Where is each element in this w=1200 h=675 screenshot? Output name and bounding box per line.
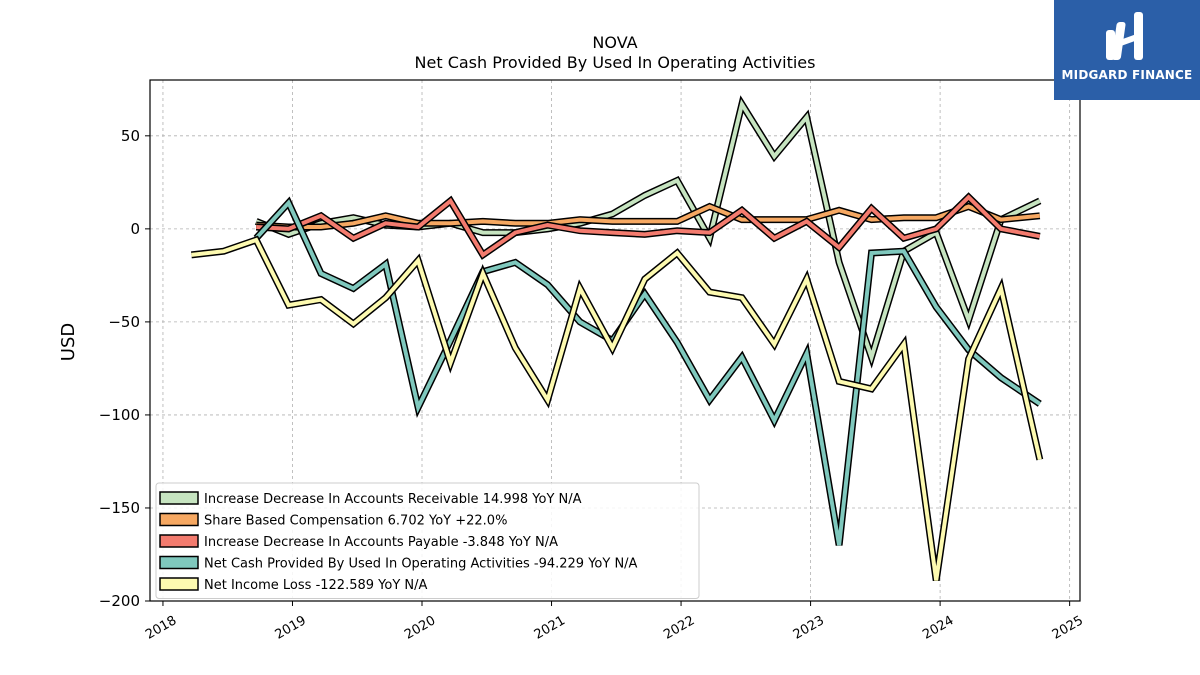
legend-swatch [159,577,199,591]
series-line [256,204,1040,229]
y-tick-label: −50 [108,313,140,331]
y-tick-label: −100 [99,406,140,424]
y-tick-label: −200 [99,592,140,610]
x-tick-label: 2022 [661,613,697,643]
x-tick-label: 2018 [143,613,179,643]
legend: Increase Decrease In Accounts Receivable… [155,482,700,599]
y-axis-label: USD [58,323,79,361]
legend-label: Net Cash Provided By Used In Operating A… [204,557,638,572]
legend-label: Share Based Compensation 6.702 YoY +22.0… [204,514,507,529]
series-4 [191,235,1044,582]
legend-label: Increase Decrease In Accounts Receivable… [204,492,582,507]
midgard-finance-logo: MIDGARD FINANCE [1054,0,1200,100]
logo-mark-icon [1106,12,1143,60]
plot-frame [149,79,1081,602]
x-tick-label: 2025 [1050,613,1086,643]
x-tick-label: 2024 [920,613,956,643]
legend-box [155,482,700,599]
x-tick-label: 2021 [532,613,568,643]
series-3 [253,196,1042,546]
legend-swatch [159,491,199,505]
legend-swatch [159,534,199,548]
chart-subtitle: Net Cash Provided By Used In Operating A… [415,53,816,72]
series-1 [255,202,1041,231]
series-line [254,199,1041,546]
series-2 [255,192,1041,260]
series-line [191,237,1042,581]
x-tick-label: 2023 [791,613,827,643]
legend-swatch [159,512,199,527]
legend-swatch [159,555,199,570]
x-tick-label: 2020 [402,613,438,643]
y-tick-label: 0 [130,220,140,238]
logo-text: MIDGARD FINANCE [1061,68,1193,82]
series-layer [191,95,1044,582]
legend-label: Increase Decrease In Accounts Payable -3… [204,535,558,550]
chart-title: NOVA [592,33,637,52]
x-tick-label: 2019 [273,613,309,643]
series-line [256,194,1041,258]
y-tick-label: 50 [121,127,140,145]
legend-label: Net Income Loss -122.589 YoY N/A [204,578,427,593]
y-tick-label: −150 [99,499,140,517]
series-line-outline [255,192,1041,260]
